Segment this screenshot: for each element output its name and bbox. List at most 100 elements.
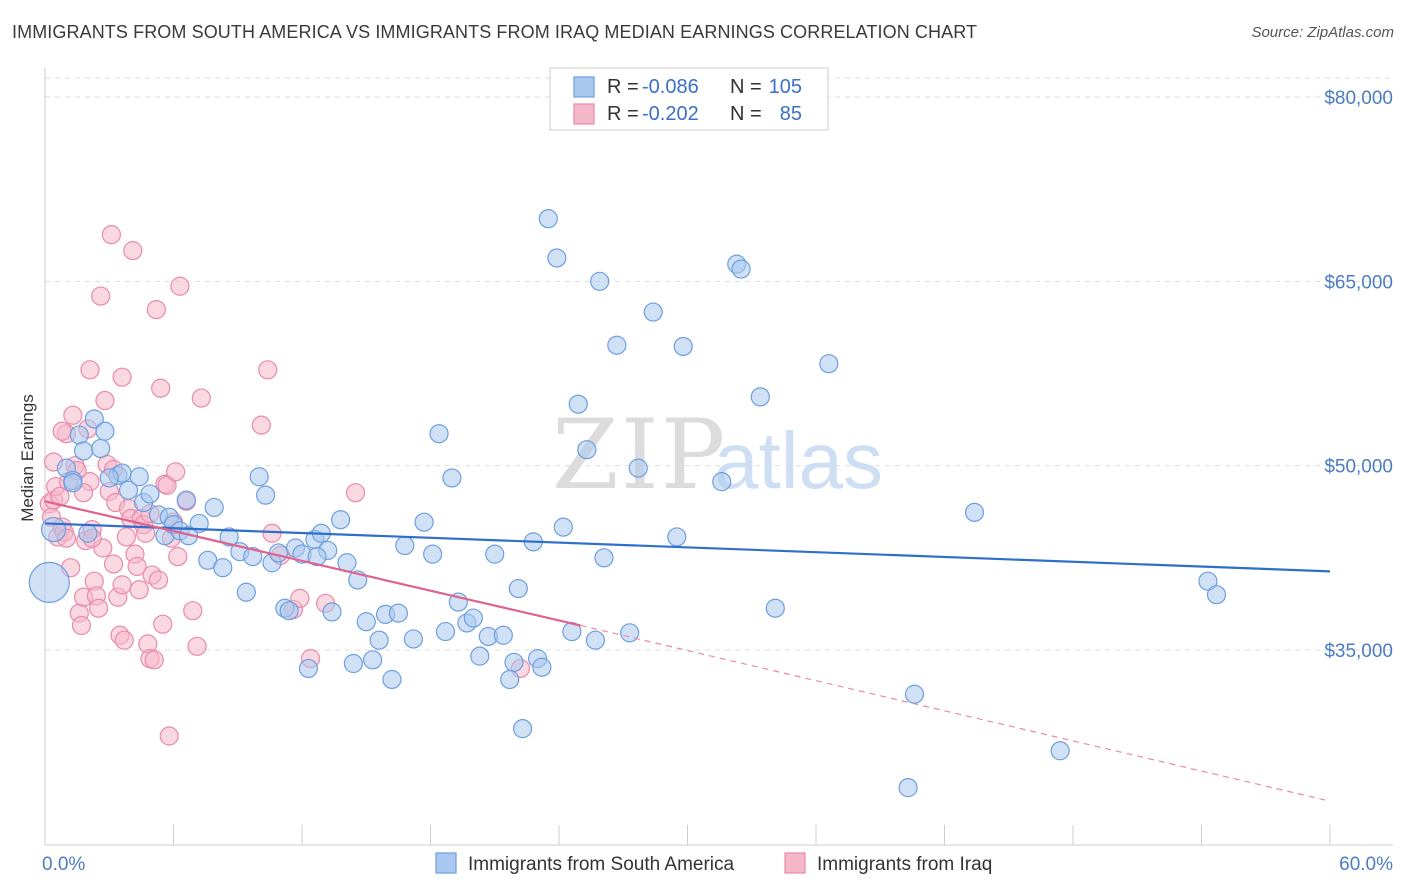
point-south-america <box>643 302 663 322</box>
point-south-america <box>213 558 233 578</box>
point-south-america <box>1206 585 1227 605</box>
point-south-america <box>590 271 610 291</box>
point-iraq <box>144 650 164 670</box>
point-iraq <box>148 570 169 590</box>
point-south-america <box>140 484 160 504</box>
point-iraq <box>153 614 173 634</box>
y-tick-label: $50,000 <box>1324 457 1393 478</box>
point-south-america <box>343 653 363 674</box>
point-iraq <box>91 286 111 306</box>
point-south-america <box>382 669 402 690</box>
y-tick-label: $80,000 <box>1324 88 1393 109</box>
point-south-america <box>330 510 351 530</box>
legend-r-value-1: -0.086 <box>642 76 699 98</box>
point-south-america <box>322 602 342 622</box>
point-south-america <box>585 630 606 650</box>
point-south-america <box>219 527 239 547</box>
point-south-america <box>620 623 640 643</box>
point-south-america <box>356 612 376 632</box>
point-south-america <box>91 438 111 459</box>
point-south-america <box>236 582 256 602</box>
point-iraq <box>191 388 211 408</box>
y-tick-label: $35,000 <box>1324 641 1393 662</box>
point-iraq <box>95 390 115 411</box>
point-iraq <box>345 483 366 503</box>
point-iraq <box>101 225 121 245</box>
point-south-america <box>176 490 196 510</box>
trend-line-south-america <box>44 522 1331 573</box>
point-south-america <box>577 440 597 460</box>
watermark-atlas: atlas <box>714 416 883 505</box>
point-south-america <box>279 601 299 621</box>
point-south-america <box>414 512 434 532</box>
legend-n-label-2: N = <box>730 103 762 125</box>
legend-r-label-2: R = <box>607 103 639 125</box>
point-south-america <box>1050 741 1070 761</box>
x-tick-label-max: 60.0% <box>1339 854 1393 875</box>
point-south-america <box>1198 571 1218 591</box>
y-tick-labels: $35,000 $50,000 $65,000 $80,000 <box>1324 88 1393 662</box>
point-iraq <box>80 360 100 380</box>
point-south-america <box>118 480 139 500</box>
point-south-america <box>307 547 327 567</box>
point-iraq <box>129 580 149 600</box>
point-south-america <box>898 778 918 798</box>
point-south-america <box>95 421 115 441</box>
point-south-america <box>538 209 558 229</box>
point-iraq <box>127 556 147 577</box>
source-credit: Source: ZipAtlas.com <box>1251 24 1394 41</box>
point-south-america <box>500 669 520 690</box>
point-south-america <box>553 517 573 537</box>
point-south-america <box>512 719 533 739</box>
bottom-legend-label-south-america: Immigrants from South America <box>468 854 735 875</box>
point-south-america <box>63 473 83 493</box>
point-iraq <box>157 475 177 495</box>
point-south-america <box>547 248 567 268</box>
point-iraq <box>187 636 207 656</box>
point-south-america <box>78 523 98 543</box>
point-south-america <box>442 468 462 488</box>
point-south-america <box>28 561 70 604</box>
point-south-america <box>532 657 552 677</box>
point-south-america <box>964 502 985 522</box>
point-iraq <box>151 378 171 398</box>
point-iraq <box>146 299 166 320</box>
point-south-america <box>369 630 389 650</box>
chart-title: IMMIGRANTS FROM SOUTH AMERICA VS IMMIGRA… <box>12 22 978 42</box>
legend-frame <box>549 67 829 131</box>
point-south-america <box>73 441 94 461</box>
legend-swatch-iraq <box>573 103 595 125</box>
x-tick-label-min: 0.0% <box>42 854 85 875</box>
point-iraq <box>258 360 278 380</box>
point-south-america <box>129 467 149 487</box>
point-iraq <box>63 405 83 425</box>
point-iraq <box>52 421 72 441</box>
point-south-america <box>423 544 443 564</box>
point-south-america <box>243 547 263 567</box>
point-south-america <box>667 527 687 547</box>
point-south-america <box>249 467 269 487</box>
legend-r-value-2: -0.202 <box>642 103 699 125</box>
point-south-america <box>904 684 925 704</box>
point-south-america <box>765 598 785 618</box>
point-south-america <box>69 425 89 445</box>
watermark: ZIP atlas <box>552 399 883 511</box>
bottom-legend-label-iraq: Immigrants from Iraq <box>817 854 992 875</box>
bottom-legend: Immigrants from South America Immigrants… <box>435 852 992 875</box>
legend-n-label-1: N = <box>730 76 762 98</box>
point-south-america <box>819 354 839 374</box>
axes <box>44 68 1393 846</box>
y-tick-label: $65,000 <box>1324 272 1393 293</box>
legend-n-value-2: 85 <box>780 103 802 125</box>
point-south-america <box>568 394 588 414</box>
point-south-america <box>463 608 483 628</box>
point-south-america <box>255 485 276 505</box>
point-iraq <box>166 462 186 482</box>
point-iraq <box>159 726 179 746</box>
point-south-america <box>731 259 751 279</box>
point-south-america <box>470 646 490 666</box>
point-iraq <box>262 523 282 543</box>
legend-r-label-1: R = <box>607 76 639 98</box>
point-south-america <box>429 424 449 444</box>
